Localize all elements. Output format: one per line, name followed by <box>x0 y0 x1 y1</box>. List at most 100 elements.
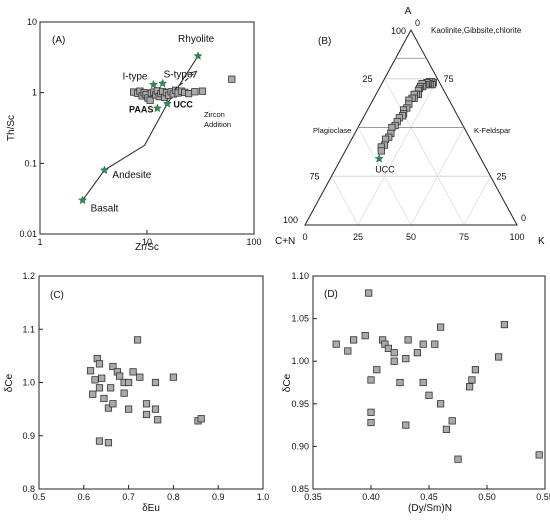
panel-c-data-point <box>170 374 176 380</box>
panel-b-mineral-kfeldspar: K-Feldspar <box>474 126 511 135</box>
panel-c-y-tick-label: 1.1 <box>22 324 35 334</box>
panel-d-x-tick-label: 0.40 <box>362 492 380 502</box>
panel-d-data-point <box>472 367 478 373</box>
panel-b-bottom-tick-label: 100 <box>509 232 524 242</box>
panel-d-y-tick-label: 1.05 <box>291 314 309 324</box>
panel-a-zircon-label-line2: Addition <box>204 120 231 129</box>
panel-d-data-point <box>374 367 380 373</box>
panel-c-data-point <box>96 361 102 367</box>
panel-d-data-point <box>368 409 374 415</box>
panel-b-bottom-tick-label: 75 <box>459 232 469 242</box>
panel-d-x-label: (Dy/Sm)N <box>408 503 452 514</box>
panel-d-x-tick-label: 0.55 <box>536 492 550 502</box>
panel-d-data-point <box>397 379 403 385</box>
panel-b-bottom-tick-label: 50 <box>406 232 416 242</box>
panel-c-data-point <box>107 385 113 391</box>
panel-a-sample-point <box>185 90 191 96</box>
panel-c-data-point <box>96 385 102 391</box>
panel-c-data-point <box>99 375 105 381</box>
panel-a: (A) 1 10 100 0.01 0.1 1 10 Zr/Sc Th/Sc Rhyolit… <box>6 17 262 253</box>
panel-c-x-tick-label: 0.6 <box>78 492 91 502</box>
panel-b-mineral-top: Kaolinite,Gibbsite,chlorite <box>431 26 522 35</box>
panel-a-y-tick-label: 1 <box>32 88 37 98</box>
panel-b-vertex-top: A <box>405 6 412 17</box>
panel-d-data-point <box>403 422 409 428</box>
panel-c-data-point <box>152 406 158 412</box>
panel-c-frame <box>39 276 263 489</box>
panel-c-data-point <box>87 368 93 374</box>
panel-b-mineral-plagioclase: Plagioclase <box>313 126 351 135</box>
panel-a-ref-label: S-type <box>164 69 193 80</box>
panel-a-sample-point <box>229 76 235 82</box>
panel-d-data-point <box>449 418 455 424</box>
panel-a-y-tick-label: 0.1 <box>24 158 37 168</box>
panel-a-x-label: Zr/Sc <box>135 242 159 253</box>
panel-b-bottom-tick-label: 25 <box>353 232 363 242</box>
panel-a-ref-label: Basalt <box>91 203 119 214</box>
panel-b-tick-label: 75 <box>310 171 320 181</box>
panel-d-data-point <box>350 337 356 343</box>
panel-d-data-point <box>403 355 409 361</box>
panel-d-data-point <box>365 290 371 296</box>
panel-c-x-tick-label: 1.0 <box>257 492 270 502</box>
panel-d-data-point <box>536 452 542 458</box>
panel-d-data-point <box>420 341 426 347</box>
panel-d-data-point <box>391 358 397 364</box>
panel-d-data-point <box>368 419 374 425</box>
panel-d-data-point <box>414 349 420 355</box>
panel-d-y-tick-label: 1.10 <box>291 271 309 281</box>
panel-d-data-point <box>420 379 426 385</box>
panel-b-tick-label: 100 <box>283 215 298 225</box>
panel-c-data-point <box>96 438 102 444</box>
panel-b-ucc-label: UCC <box>375 165 395 175</box>
panel-d-x-tick-label: 0.50 <box>478 492 496 502</box>
panel-a-ref-label: Rhyolite <box>178 34 215 45</box>
panel-a-x-tick-label: 100 <box>246 237 261 247</box>
panel-c-x-tick-label: 0.7 <box>122 492 135 502</box>
panel-d-data-point <box>469 377 475 383</box>
panel-d-y-label: δCe <box>282 373 293 392</box>
panel-d-data-point <box>362 332 368 338</box>
panel-b-sample-point <box>382 136 388 142</box>
panel-d-data-point <box>345 348 351 354</box>
panel-b-tick-label: 0 <box>521 213 526 223</box>
panel-c-y-tick-label: 0.8 <box>22 484 35 494</box>
panel-a-label: (A) <box>52 35 65 46</box>
panel-b: (B) A C+N K Kaolinite,Gibbsite,chlorite Plag… <box>275 6 545 247</box>
panel-d-data-point <box>432 341 438 347</box>
panel-c-data-point <box>90 391 96 397</box>
panel-c-data-point <box>121 390 127 396</box>
panel-c-y-label: δCe <box>4 373 15 392</box>
panel-c-data-point <box>137 374 143 380</box>
panel-c-y-tick-label: 1.2 <box>22 271 35 281</box>
panel-a-sample-point <box>199 88 205 94</box>
panel-d-data-point <box>437 401 443 407</box>
panel-d-data-point <box>391 349 397 355</box>
panel-c-data-point <box>110 401 116 407</box>
panel-d-data-point <box>443 426 449 432</box>
panel-c-x-tick-label: 0.8 <box>167 492 180 502</box>
panel-c-y-tick-label: 1.0 <box>22 378 35 388</box>
panel-b-gridline <box>464 176 491 225</box>
panel-a-zircon-label-line1: Zircon <box>204 110 225 119</box>
panel-b-tick-label: 75 <box>444 74 454 84</box>
panel-b-tick-label: 100 <box>391 26 406 36</box>
panel-c: (C) 0.5 0.6 0.7 0.8 0.9 1.00.80.91.01.11.2 δE… <box>4 271 269 514</box>
panel-b-sample-point <box>389 124 395 130</box>
panel-a-ref-label: Andesite <box>112 170 151 181</box>
panel-c-data-point <box>198 416 204 422</box>
panel-a-sample-point <box>192 89 198 95</box>
panel-a-ref-star <box>153 104 161 112</box>
panel-c-data-point <box>130 369 136 375</box>
panel-b-gridline <box>358 79 438 225</box>
panel-b-vertex-left: C+N <box>275 236 295 247</box>
panel-c-data-point <box>92 377 98 383</box>
panel-c-label: (C) <box>50 290 64 301</box>
panel-c-x-label: δEu <box>142 503 160 514</box>
panel-d-data-point <box>466 384 472 390</box>
panel-a-y-label: Th/Sc <box>6 115 17 141</box>
panel-b-bottom-tick-label: 0 <box>302 232 307 242</box>
panel-b-tick-label: 25 <box>363 74 373 84</box>
panel-b-vertex-right: K <box>538 236 545 247</box>
